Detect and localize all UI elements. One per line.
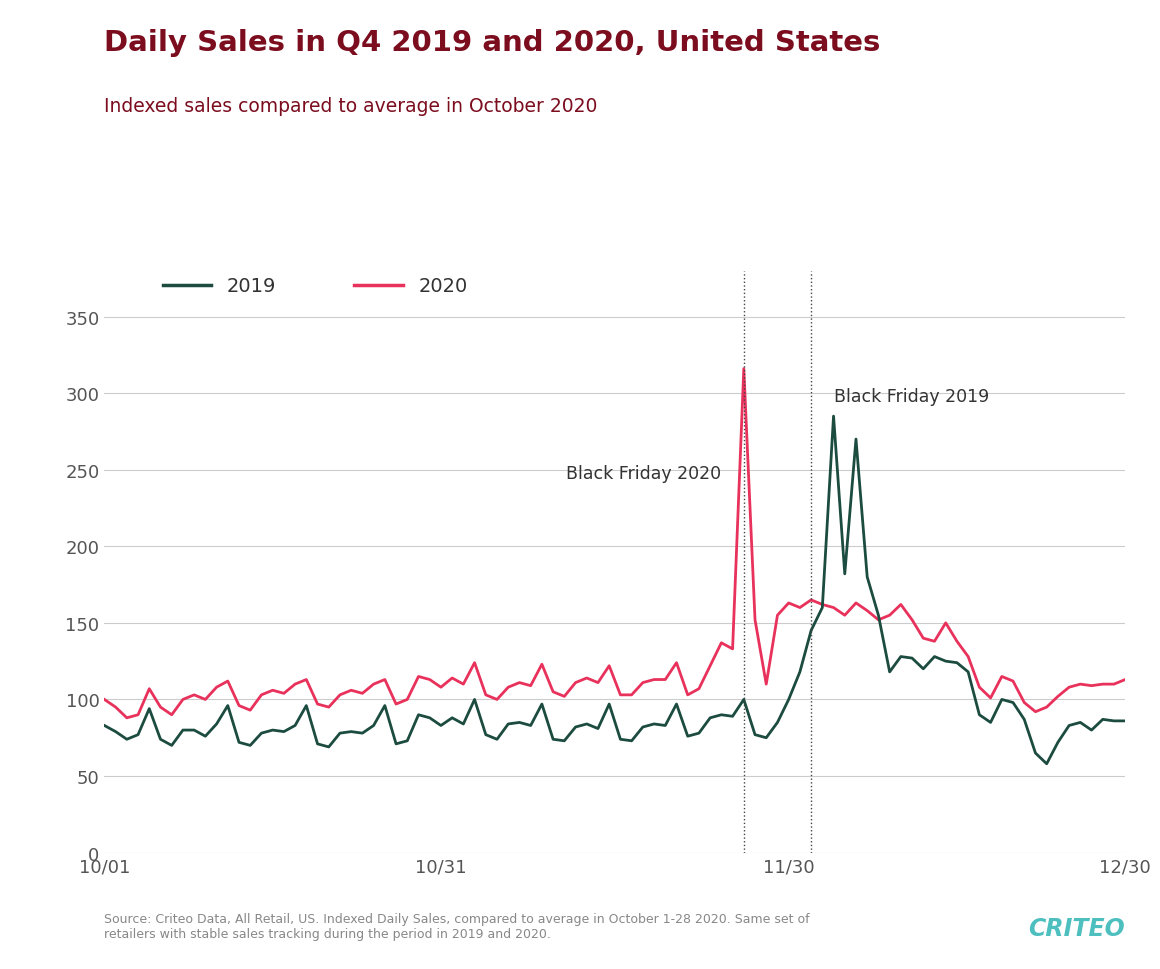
Text: Indexed sales compared to average in October 2020: Indexed sales compared to average in Oct… <box>104 97 597 116</box>
Legend: 2019, 2020: 2019, 2020 <box>155 269 476 304</box>
Text: CRITEO: CRITEO <box>1029 916 1125 940</box>
Text: Black Friday 2019: Black Friday 2019 <box>834 388 988 406</box>
Text: Source: Criteo Data, All Retail, US. Indexed Daily Sales, compared to average in: Source: Criteo Data, All Retail, US. Ind… <box>104 912 810 940</box>
Text: Black Friday 2020: Black Friday 2020 <box>566 464 722 483</box>
Text: Daily Sales in Q4 2019 and 2020, United States: Daily Sales in Q4 2019 and 2020, United … <box>104 29 880 57</box>
